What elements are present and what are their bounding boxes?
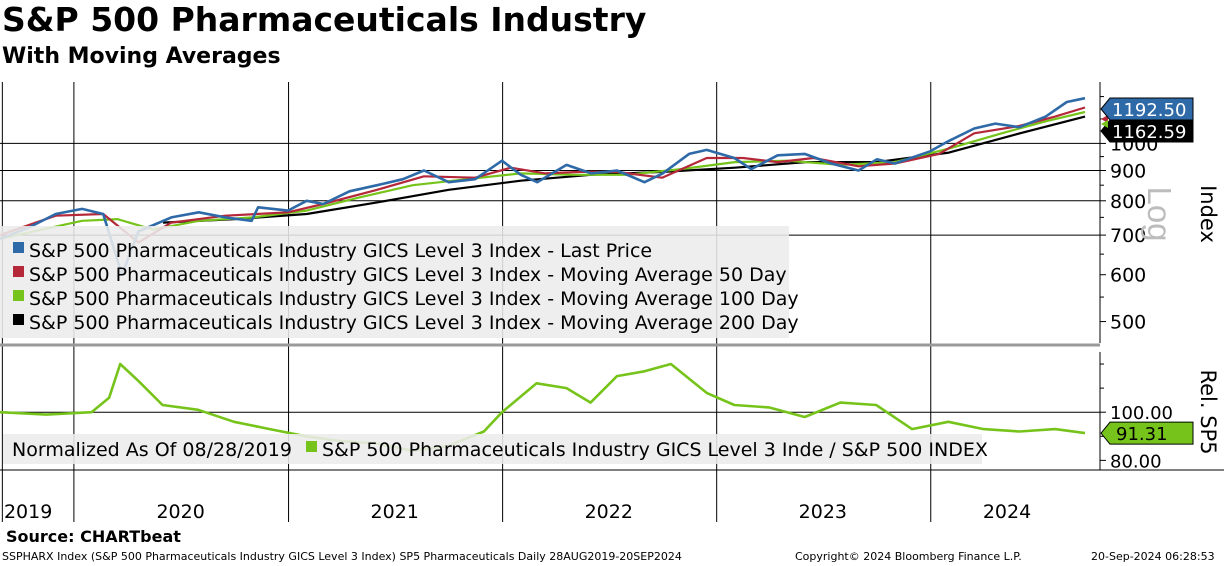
last-value-ma200-tag xyxy=(1100,119,1194,143)
last-value-relative-tag xyxy=(1100,421,1194,445)
legend-entry: S&P 500 Pharmaceuticals Industry GICS Le… xyxy=(29,264,787,286)
legend-entry: S&P 500 Pharmaceuticals Industry GICS Le… xyxy=(29,288,799,310)
lower-plot-area xyxy=(0,362,1086,453)
last-value-relative: 91.31 xyxy=(1116,424,1168,445)
legend-entry: S&P 500 Pharmaceuticals Industry GICS Le… xyxy=(29,240,652,262)
x-tick-label: 2019 xyxy=(4,501,52,523)
x-tick-label: 2024 xyxy=(983,501,1031,523)
y-tick-label: 500 xyxy=(1110,312,1146,334)
upper-plot-area xyxy=(0,96,1086,277)
lower-legend: Normalized As Of 08/28/2019 S&P 500 Pharm… xyxy=(3,434,988,464)
y-tick-label: 80.00 xyxy=(1110,451,1162,472)
x-tick-label: 2023 xyxy=(799,501,847,523)
series-line-1 xyxy=(0,106,1086,244)
last-value-price-tag xyxy=(1100,97,1194,121)
series-line-3 xyxy=(162,115,1086,224)
legend-swatch xyxy=(13,242,24,253)
series-line-0 xyxy=(0,96,1086,277)
last-value-price: 1192.50 xyxy=(1112,100,1186,121)
legend-entry: S&P 500 Pharmaceuticals Industry GICS Le… xyxy=(322,439,988,461)
legend-entry: S&P 500 Pharmaceuticals Industry GICS Le… xyxy=(29,312,799,334)
lower-axis-title: Rel. SP5 xyxy=(1196,369,1220,454)
legend-swatch xyxy=(306,441,317,452)
upper-legend-background xyxy=(0,226,789,338)
x-tick-label: 2020 xyxy=(156,501,204,523)
footer-description: SSPHARX Index (S&P 500 Pharmaceuticals I… xyxy=(2,550,682,563)
y-tick-label: 900 xyxy=(1110,161,1146,183)
lower-y-axis: 80.00 100.00 xyxy=(1100,363,1173,472)
x-tick-label: 2022 xyxy=(585,501,633,523)
x-axis: 2019 2020 2021 2022 2023 2024 xyxy=(4,501,1031,523)
legend-swatch xyxy=(13,314,24,325)
legend-swatch xyxy=(13,290,24,301)
y-tick-label: 100.00 xyxy=(1110,403,1173,424)
footer-timestamp: 20-Sep-2024 06:28:53 xyxy=(1091,550,1215,563)
footer-copyright: Copyright© 2024 Bloomberg Finance L.P. xyxy=(795,550,1022,563)
x-tick-label: 2021 xyxy=(371,501,419,523)
log-scale-label: Log xyxy=(1141,186,1178,241)
upper-axis-title: Index xyxy=(1196,185,1220,243)
y-tick-label: 600 xyxy=(1110,265,1146,287)
last-value-ma200: 1162.59 xyxy=(1112,122,1186,143)
normalization-note: Normalized As Of 08/28/2019 xyxy=(12,439,292,461)
y-tick-label: 800 xyxy=(1110,191,1146,213)
upper-legend: S&P 500 Pharmaceuticals Industry GICS Le… xyxy=(0,226,799,338)
relative-series-line xyxy=(0,362,1086,453)
source-note: Source: CHARTbeat xyxy=(6,527,181,546)
legend-swatch xyxy=(13,266,24,277)
y-tick-label: 700 xyxy=(1110,225,1146,247)
ma100-marker xyxy=(1101,120,1108,128)
page-subtitle: With Moving Averages xyxy=(2,44,281,69)
page-title: S&P 500 Pharmaceuticals Industry xyxy=(2,0,647,39)
lower-legend-background xyxy=(3,434,982,464)
